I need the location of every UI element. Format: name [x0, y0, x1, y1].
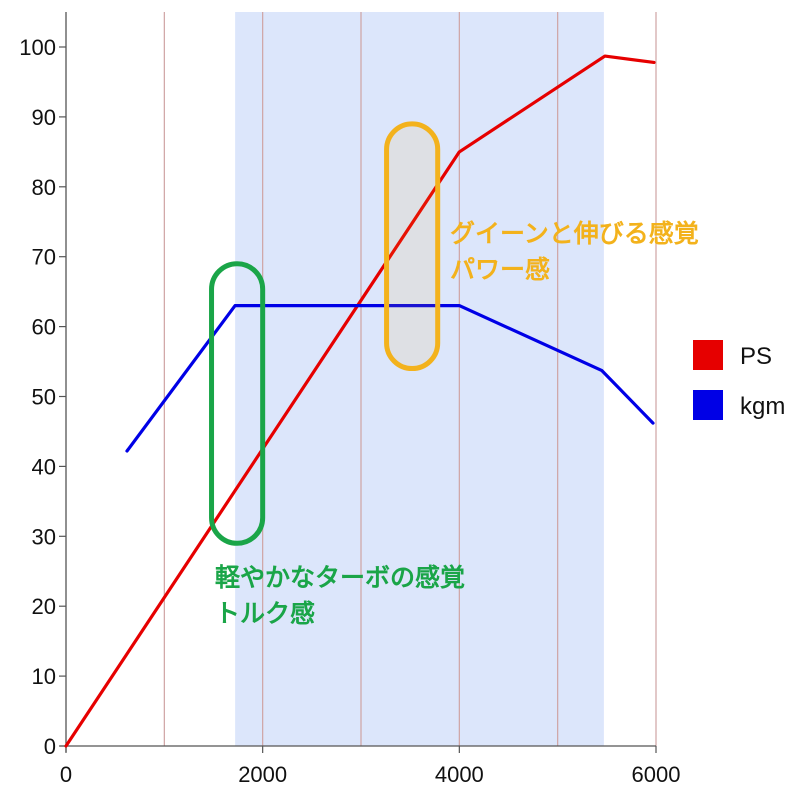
y-tick-label: 80	[32, 175, 56, 200]
y-tick-label: 60	[32, 315, 56, 340]
y-tick-label: 0	[44, 734, 56, 759]
x-tick-label: 6000	[632, 762, 681, 787]
series-line-kgm	[125, 304, 655, 453]
annotation-text-turbo: 軽やかなターボの感覚	[215, 563, 465, 592]
y-tick-label: 70	[32, 245, 56, 270]
x-tick-label: 0	[60, 762, 72, 787]
x-tick-label: 4000	[435, 762, 484, 787]
x-tick-label: 2000	[238, 762, 287, 787]
annotation-text-power: パワー感	[450, 255, 550, 284]
y-tick-label: 30	[32, 524, 56, 549]
highlight-band	[235, 12, 604, 746]
annotation-text-power: グイーンと伸びる感覚	[450, 219, 699, 248]
annotation-text-turbo: トルク感	[215, 599, 315, 628]
y-tick-label: 40	[32, 454, 56, 479]
highlight-band-layer	[235, 12, 604, 746]
y-tick-label: 50	[32, 385, 56, 410]
y-tick-label: 10	[32, 664, 56, 689]
annotation-ellipse-turbo	[209, 261, 266, 546]
grid-layer	[163, 12, 657, 746]
y-tick-label: 20	[32, 594, 56, 619]
annotation-ellipse-power	[384, 121, 441, 372]
legend-label-kgm: kgm	[740, 393, 785, 420]
legend-swatch-kgm	[693, 390, 723, 420]
legend-swatch-ps	[693, 340, 723, 370]
axis-layer: 0 10 20 30 40 50 60 70 80 90 100 0 2000 4000 6000	[19, 12, 680, 787]
legend: PS kgm	[693, 340, 785, 420]
y-tick-label: 100	[19, 35, 56, 60]
legend-label-ps: PS	[740, 343, 772, 370]
y-tick-label: 90	[32, 105, 56, 130]
